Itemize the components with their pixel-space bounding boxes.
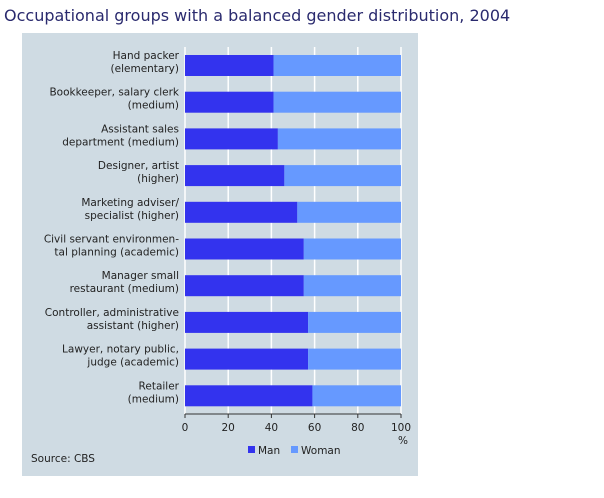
bar-woman	[297, 201, 401, 223]
category-label: specialist (higher)	[85, 210, 179, 222]
bar-woman	[303, 238, 401, 260]
bar-man	[185, 91, 274, 113]
bar-woman	[308, 348, 401, 370]
category-label: (medium)	[128, 100, 179, 112]
category-label: tal planning (academic)	[54, 247, 179, 259]
x-tick-label: 20	[222, 422, 235, 434]
bar-man	[185, 165, 285, 187]
x-tick-label: 40	[265, 422, 278, 434]
x-tick-label: 0	[182, 422, 189, 434]
category-label: Assistant sales	[101, 123, 179, 135]
category-label: assistant (higher)	[87, 320, 179, 332]
bar-man	[185, 128, 278, 150]
bar-man	[185, 348, 309, 370]
bar-woman	[308, 311, 401, 333]
category-label: Retailer	[139, 380, 180, 392]
chart-panel: Hand packer (elementary) Bookkeeper, salar…	[22, 33, 418, 476]
bar-man	[185, 238, 304, 260]
category-label: Manager small	[102, 270, 179, 282]
bar-man	[185, 201, 298, 223]
bar-man	[185, 55, 274, 76]
legend-label: Man	[258, 445, 280, 457]
bar-woman	[312, 385, 401, 407]
legend-label: Woman	[301, 445, 341, 457]
category-label: Civil servant environmen-	[44, 234, 179, 246]
bar-man	[185, 311, 309, 333]
bar-woman	[273, 55, 401, 76]
bar-woman	[284, 165, 401, 187]
chart-title: Occupational groups with a balanced gend…	[4, 6, 511, 25]
category-label: Marketing adviser/	[81, 197, 179, 209]
category-label: Lawyer, notary public,	[62, 344, 179, 356]
legend-swatch	[291, 446, 298, 453]
category-label: Controller, administrative	[45, 307, 179, 319]
bar-man	[185, 385, 313, 407]
x-tick-label: 80	[351, 422, 364, 434]
source-note: Source: CBS	[31, 453, 95, 465]
bar-chart: Hand packer(elementary) Bookkeeper, salar…	[44, 47, 411, 457]
category-label: (elementary)	[111, 63, 179, 75]
category-label: Hand packer	[113, 50, 180, 62]
category-label: judge (academic)	[86, 357, 179, 369]
bar-woman	[303, 275, 401, 297]
bar-man	[185, 275, 304, 297]
category-label: department (medium)	[62, 136, 179, 148]
category-label: (medium)	[128, 393, 179, 405]
category-label: (higher)	[137, 173, 179, 185]
category-label: Bookkeeper, salary clerk	[49, 87, 179, 99]
x-tick-label: 60	[308, 422, 321, 434]
category-label: Designer, artist	[98, 160, 179, 172]
legend-swatch	[248, 446, 255, 453]
category-label: restaurant (medium)	[70, 283, 179, 295]
x-unit-label: %	[398, 435, 408, 447]
bar-woman	[273, 91, 401, 113]
bar-woman	[277, 128, 401, 150]
x-tick-label: 100	[391, 422, 411, 434]
